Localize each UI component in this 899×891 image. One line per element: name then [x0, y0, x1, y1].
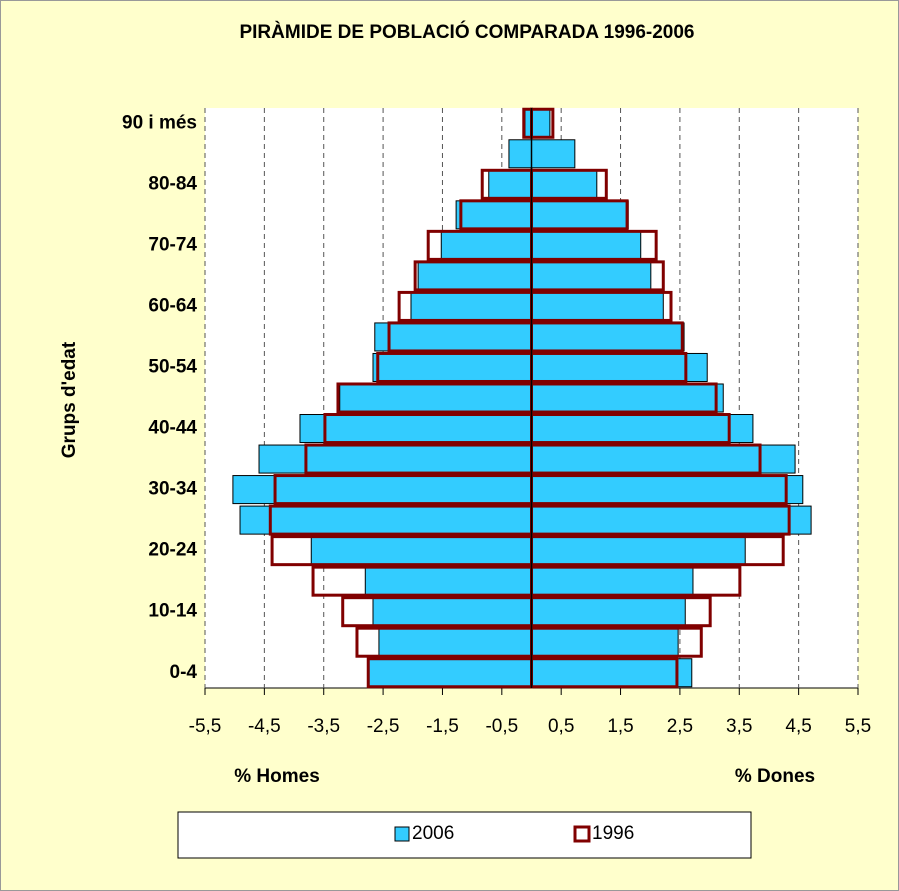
bar	[531, 475, 804, 505]
legend	[177, 811, 752, 859]
y-tick-label: 0-4	[170, 662, 198, 683]
bar	[531, 414, 754, 444]
bar	[374, 322, 532, 352]
x-tick-label: -2,5	[367, 716, 400, 737]
bar	[531, 566, 694, 596]
bar	[417, 261, 532, 291]
x-tick-label: 2,5	[667, 716, 693, 737]
bar	[531, 200, 629, 230]
bar	[531, 627, 679, 657]
y-tick-label: 10-14	[148, 601, 197, 622]
bar	[299, 414, 532, 444]
bar	[339, 383, 533, 413]
bar	[378, 627, 532, 657]
legend-label: 1996	[592, 823, 634, 844]
bar	[367, 658, 532, 688]
bar	[410, 291, 532, 321]
bar	[531, 169, 598, 199]
x-tick-label: 1,5	[607, 716, 633, 737]
y-tick-label: 80-84	[148, 173, 197, 194]
bar	[232, 475, 532, 505]
bar	[531, 139, 576, 169]
y-tick-label: 60-64	[148, 295, 197, 316]
y-tick-label: 70-74	[148, 234, 197, 255]
bar	[531, 322, 685, 352]
bar	[531, 352, 708, 382]
bar	[440, 230, 532, 260]
bar	[531, 658, 693, 688]
y-axis-label: Grups d'edat	[59, 341, 80, 458]
x-tick-label: -3,5	[307, 716, 340, 737]
bar	[488, 169, 532, 199]
chart-title: PIRÀMIDE DE POBLACIÓ COMPARADA 1996-2006	[239, 21, 694, 43]
bar	[531, 230, 642, 260]
x-tick-label: -1,5	[426, 716, 459, 737]
x-axis-label-right: % Dones	[735, 766, 815, 787]
bar	[455, 200, 532, 230]
bar	[372, 597, 532, 627]
x-tick-label: 0,5	[548, 716, 574, 737]
y-tick-label: 40-44	[148, 418, 197, 439]
bar	[258, 444, 532, 474]
x-tick-label: 4,5	[785, 716, 811, 737]
x-tick-label: -5,5	[189, 716, 222, 737]
bar	[310, 536, 532, 566]
y-tick-label: 30-34	[148, 479, 197, 500]
bar	[372, 352, 532, 382]
bar	[531, 108, 551, 138]
bar	[531, 505, 812, 535]
bar	[531, 291, 664, 321]
x-tick-label: 5,5	[845, 716, 871, 737]
bar	[531, 444, 796, 474]
y-tick-label: 90 i més	[122, 112, 197, 133]
x-tick-label: -0,5	[485, 716, 518, 737]
x-tick-label: -4,5	[248, 716, 281, 737]
bar	[364, 566, 533, 596]
bar	[239, 505, 533, 535]
x-tick-label: 3,5	[726, 716, 752, 737]
bar	[531, 597, 686, 627]
y-tick-label: 50-54	[148, 356, 197, 377]
y-tick-label: 20-24	[148, 540, 197, 561]
legend-swatch	[394, 826, 410, 842]
legend-label: 2006	[412, 823, 454, 844]
bar	[531, 536, 746, 566]
legend-swatch	[573, 825, 591, 843]
bar	[508, 139, 532, 169]
x-axis-label-left: % Homes	[234, 766, 320, 787]
bar	[531, 261, 652, 291]
bar	[531, 383, 724, 413]
